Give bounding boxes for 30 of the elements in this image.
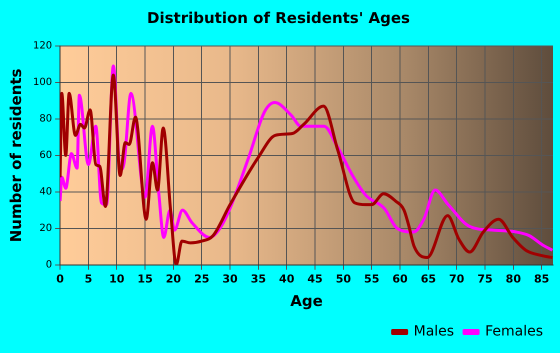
x-tick-label: 20 (166, 272, 182, 286)
x-tick-label: 40 (279, 272, 295, 286)
x-tick-label: 45 (307, 272, 323, 286)
x-tick-label: 15 (137, 272, 153, 286)
y-axis-title: Number of residents (6, 68, 25, 242)
x-tick-label: 60 (392, 272, 408, 286)
x-tick-label: 70 (449, 272, 465, 286)
legend-label: Females (485, 324, 544, 340)
y-tick-label: 80 (39, 114, 52, 125)
legend-label: Males (414, 324, 454, 340)
x-tick-label: 5 (84, 272, 92, 286)
x-axis-title: Age (290, 292, 323, 310)
y-tick-label: 120 (32, 40, 52, 52)
x-tick-label: 0 (56, 272, 64, 286)
x-tick-label: 65 (420, 272, 436, 286)
x-tick-label: 50 (336, 272, 352, 286)
y-tick-label: 100 (32, 77, 52, 88)
x-tick-label: 75 (477, 272, 493, 286)
y-tick-label: 40 (39, 186, 52, 198)
x-tick-label: 35 (250, 272, 266, 286)
x-tick-label: 10 (109, 272, 125, 286)
x-tick-label: 25 (194, 272, 210, 286)
x-tick-label: 30 (222, 272, 238, 286)
x-tick-label: 80 (506, 272, 522, 286)
y-tick-label: 20 (39, 222, 52, 234)
x-tick-label: 85 (534, 272, 550, 286)
chart-title: Distribution of Residents' Ages (147, 8, 410, 27)
y-tick-label: 0 (46, 259, 52, 270)
y-tick-label: 60 (39, 150, 52, 161)
x-tick-label: 55 (364, 272, 380, 286)
